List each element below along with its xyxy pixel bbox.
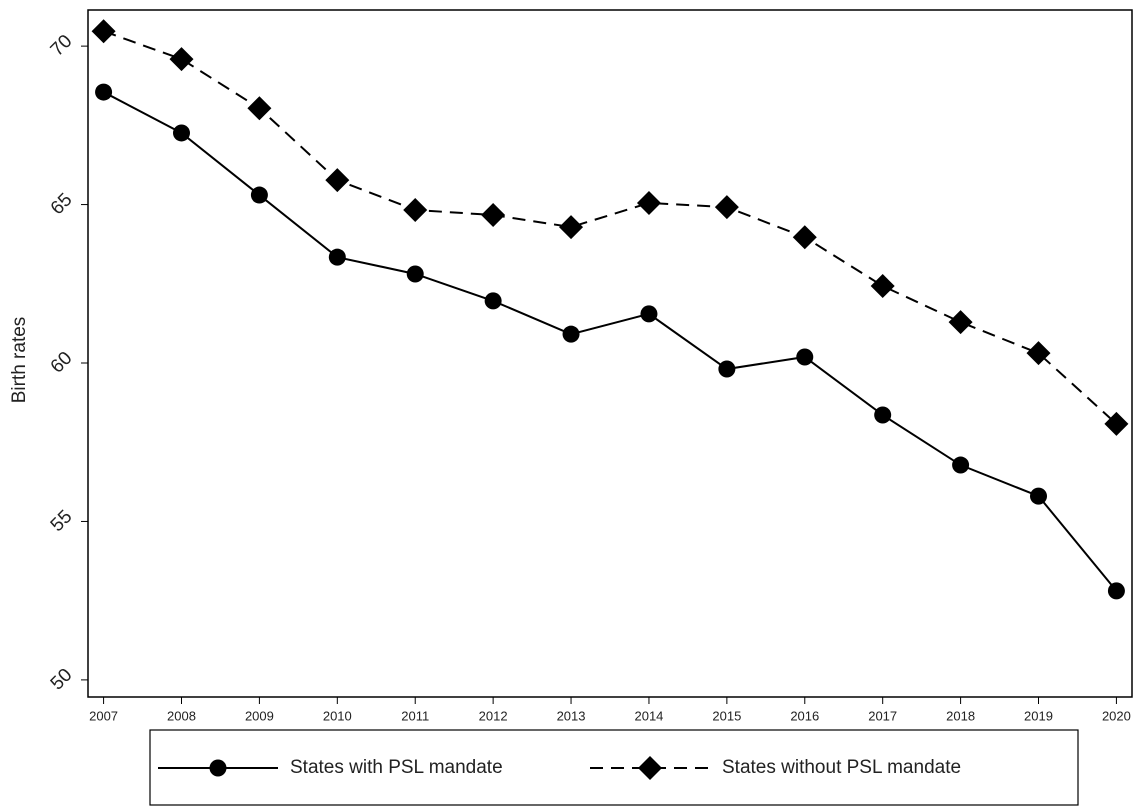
x-tick-label: 2008 xyxy=(167,708,196,723)
circle-marker xyxy=(95,83,113,101)
diamond-marker xyxy=(403,197,428,222)
x-tick-label: 2018 xyxy=(946,708,975,723)
x-tick-label: 2012 xyxy=(479,708,508,723)
x-tick-label: 2014 xyxy=(634,708,663,723)
legend-label: States without PSL mandate xyxy=(722,757,961,778)
circle-marker xyxy=(1030,487,1048,505)
circle-marker xyxy=(484,292,502,310)
x-tick-label: 2020 xyxy=(1102,708,1131,723)
legend-label: States with PSL mandate xyxy=(290,757,503,778)
diamond-marker xyxy=(1104,411,1129,436)
circle-marker xyxy=(1107,582,1125,600)
diamond-marker xyxy=(714,195,739,220)
y-tick-label: 70 xyxy=(47,31,77,61)
circle-marker xyxy=(328,248,346,266)
y-axis-label: Birth rates xyxy=(9,317,30,404)
circle-marker xyxy=(562,325,580,343)
x-tick-label: 2017 xyxy=(868,708,897,723)
x-tick-label: 2016 xyxy=(790,708,819,723)
circle-marker xyxy=(172,124,190,142)
y-tick-label: 60 xyxy=(47,348,77,378)
diamond-marker xyxy=(1026,341,1051,366)
series-line xyxy=(103,30,1118,425)
y-tick-label: 55 xyxy=(47,506,77,536)
diamond-marker xyxy=(481,203,506,228)
diamond-marker xyxy=(948,310,973,335)
plot-frame xyxy=(87,9,1133,698)
x-tick-label: 2019 xyxy=(1024,708,1053,723)
circle-marker xyxy=(952,456,970,474)
circle-marker xyxy=(209,759,227,777)
diamond-marker xyxy=(169,47,194,72)
y-tick-label: 65 xyxy=(47,189,77,219)
x-tick-label: 2007 xyxy=(89,708,118,723)
x-tick-label: 2013 xyxy=(557,708,586,723)
x-tick-label: 2015 xyxy=(712,708,741,723)
diamond-marker xyxy=(636,190,661,215)
x-tick-label: 2011 xyxy=(401,708,429,723)
series-line xyxy=(103,91,1118,592)
circle-marker xyxy=(640,305,658,323)
circle-marker xyxy=(718,360,736,378)
diamond-marker xyxy=(247,96,272,121)
x-tick-label: 2009 xyxy=(245,708,274,723)
diamond-marker xyxy=(792,225,817,250)
legend-frame xyxy=(149,729,1079,806)
diamond-marker xyxy=(638,756,662,780)
circle-marker xyxy=(250,186,268,204)
x-tick-label: 2010 xyxy=(323,708,352,723)
circle-marker xyxy=(874,406,892,424)
diamond-marker xyxy=(559,215,584,240)
y-tick-label: 50 xyxy=(47,665,77,695)
diamond-marker xyxy=(325,168,350,193)
circle-marker xyxy=(406,265,424,283)
diamond-marker xyxy=(91,19,116,44)
circle-marker xyxy=(796,348,814,366)
diamond-marker xyxy=(870,274,895,299)
